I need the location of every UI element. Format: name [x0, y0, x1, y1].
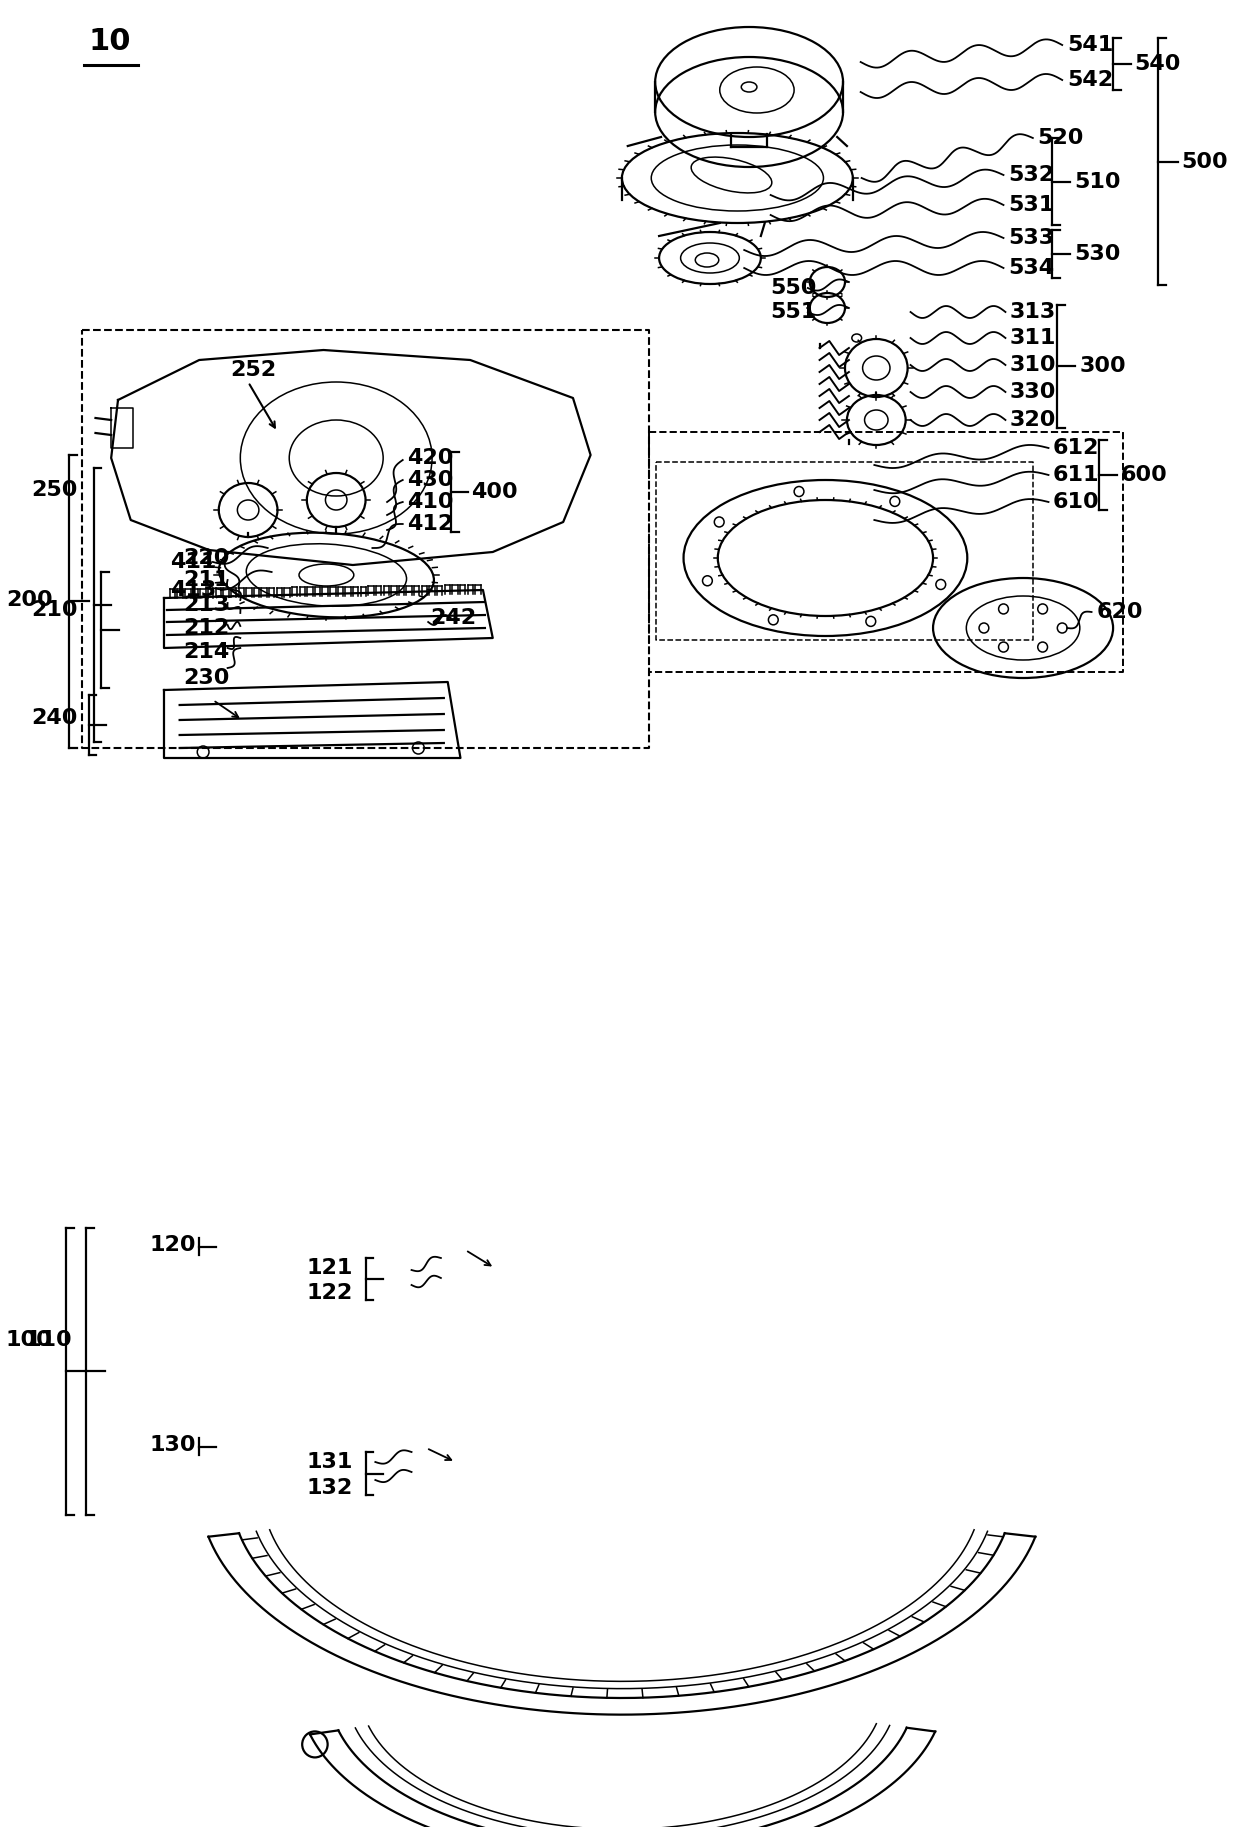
- Text: 220: 220: [184, 548, 229, 568]
- Text: 551: 551: [770, 301, 817, 322]
- Text: 500: 500: [1182, 152, 1228, 172]
- Text: 131: 131: [306, 1452, 353, 1473]
- Text: 210: 210: [31, 599, 78, 619]
- Text: 620: 620: [1096, 603, 1143, 621]
- Text: 100: 100: [6, 1330, 52, 1350]
- Text: 213: 213: [184, 596, 229, 616]
- Text: 230: 230: [184, 669, 229, 689]
- Text: 532: 532: [1008, 164, 1054, 185]
- Text: 412: 412: [407, 513, 453, 533]
- Text: 531: 531: [1008, 195, 1055, 216]
- Text: 300: 300: [1080, 356, 1126, 376]
- Text: 240: 240: [31, 709, 78, 727]
- Text: 410: 410: [407, 491, 453, 512]
- Text: 320: 320: [1009, 409, 1055, 429]
- Text: 610: 610: [1053, 491, 1099, 512]
- Text: 110: 110: [25, 1330, 72, 1350]
- Text: 411: 411: [170, 552, 216, 572]
- Text: 10: 10: [88, 27, 131, 57]
- Text: 542: 542: [1068, 69, 1114, 90]
- Text: 540: 540: [1135, 55, 1180, 75]
- Text: 211: 211: [184, 570, 229, 590]
- Text: 550: 550: [770, 278, 817, 298]
- Text: 420: 420: [407, 448, 453, 468]
- Text: 612: 612: [1053, 438, 1099, 459]
- Text: 242: 242: [430, 608, 476, 628]
- Text: 200: 200: [6, 590, 52, 610]
- Text: 122: 122: [306, 1283, 353, 1303]
- Text: 541: 541: [1068, 35, 1114, 55]
- Text: 311: 311: [1009, 329, 1055, 347]
- Text: 252: 252: [231, 360, 277, 380]
- Text: 510: 510: [1074, 172, 1121, 192]
- Text: 310: 310: [1009, 354, 1056, 375]
- Text: 132: 132: [306, 1478, 353, 1498]
- Text: 600: 600: [1121, 466, 1168, 484]
- Text: 530: 530: [1074, 245, 1120, 263]
- Text: 611: 611: [1053, 466, 1099, 484]
- Text: 533: 533: [1008, 228, 1054, 248]
- Text: 430: 430: [407, 470, 453, 490]
- Text: 214: 214: [184, 641, 229, 661]
- Text: 250: 250: [31, 481, 78, 501]
- Text: 120: 120: [150, 1235, 196, 1255]
- Text: 400: 400: [471, 482, 518, 502]
- Text: 413: 413: [170, 579, 216, 599]
- Text: 520: 520: [1037, 128, 1083, 148]
- Text: 121: 121: [306, 1259, 353, 1279]
- Text: 330: 330: [1009, 382, 1055, 402]
- Text: 130: 130: [150, 1434, 196, 1454]
- Text: 534: 534: [1008, 258, 1054, 278]
- Text: 212: 212: [184, 618, 229, 638]
- Text: 313: 313: [1009, 301, 1055, 322]
